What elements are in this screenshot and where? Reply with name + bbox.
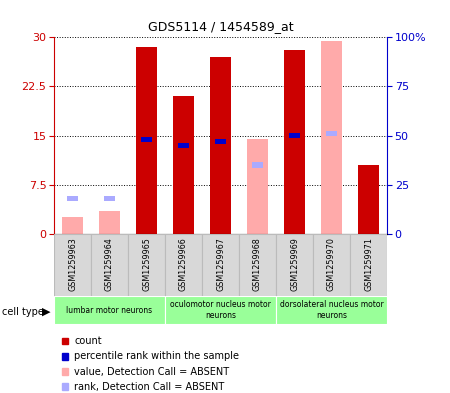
Bar [128, 234, 165, 297]
Bar [210, 57, 231, 234]
Bar [99, 211, 120, 234]
Bar [62, 353, 68, 360]
Text: GSM1259964: GSM1259964 [105, 237, 114, 291]
Text: count: count [74, 336, 102, 346]
Bar [216, 139, 225, 144]
Bar [178, 143, 189, 148]
Bar [313, 234, 350, 297]
Bar [276, 296, 387, 324]
Text: GSM1259968: GSM1259968 [253, 237, 262, 291]
Bar [239, 234, 276, 297]
Bar [358, 165, 379, 234]
Bar [62, 338, 68, 344]
Bar [321, 40, 342, 234]
Bar [350, 234, 387, 297]
Title: GDS5114 / 1454589_at: GDS5114 / 1454589_at [148, 20, 293, 33]
Bar [173, 96, 194, 234]
Text: GSM1259965: GSM1259965 [142, 237, 151, 291]
Bar [62, 217, 83, 234]
Text: GSM1259970: GSM1259970 [327, 237, 336, 291]
Text: value, Detection Call = ABSENT: value, Detection Call = ABSENT [74, 367, 230, 376]
Bar [141, 137, 152, 142]
Text: GSM1259967: GSM1259967 [216, 237, 225, 291]
Text: GSM1259963: GSM1259963 [68, 237, 77, 291]
Text: percentile rank within the sample: percentile rank within the sample [74, 351, 239, 361]
Bar [62, 384, 68, 390]
Bar [136, 47, 157, 234]
Bar [165, 234, 202, 297]
Bar [62, 368, 68, 375]
Bar [289, 133, 300, 138]
Bar [276, 234, 313, 297]
Text: oculomotor nucleus motor
neurons: oculomotor nucleus motor neurons [170, 300, 271, 320]
Bar [104, 196, 115, 201]
Text: GSM1259969: GSM1259969 [290, 237, 299, 291]
Text: lumbar motor neurons: lumbar motor neurons [67, 306, 153, 314]
Text: rank, Detection Call = ABSENT: rank, Detection Call = ABSENT [74, 382, 225, 392]
Bar [68, 196, 77, 201]
Text: GSM1259966: GSM1259966 [179, 237, 188, 291]
Bar [165, 296, 276, 324]
Text: GSM1259971: GSM1259971 [364, 237, 373, 291]
Text: cell type: cell type [2, 307, 44, 317]
Text: dorsolateral nucleus motor
neurons: dorsolateral nucleus motor neurons [279, 300, 383, 320]
Bar [252, 162, 263, 168]
Text: ▶: ▶ [42, 307, 50, 317]
Bar [54, 234, 91, 297]
Bar [248, 139, 268, 234]
Bar [91, 234, 128, 297]
Bar [202, 234, 239, 297]
Bar [326, 131, 337, 136]
Bar [54, 296, 165, 324]
Bar [284, 50, 305, 234]
